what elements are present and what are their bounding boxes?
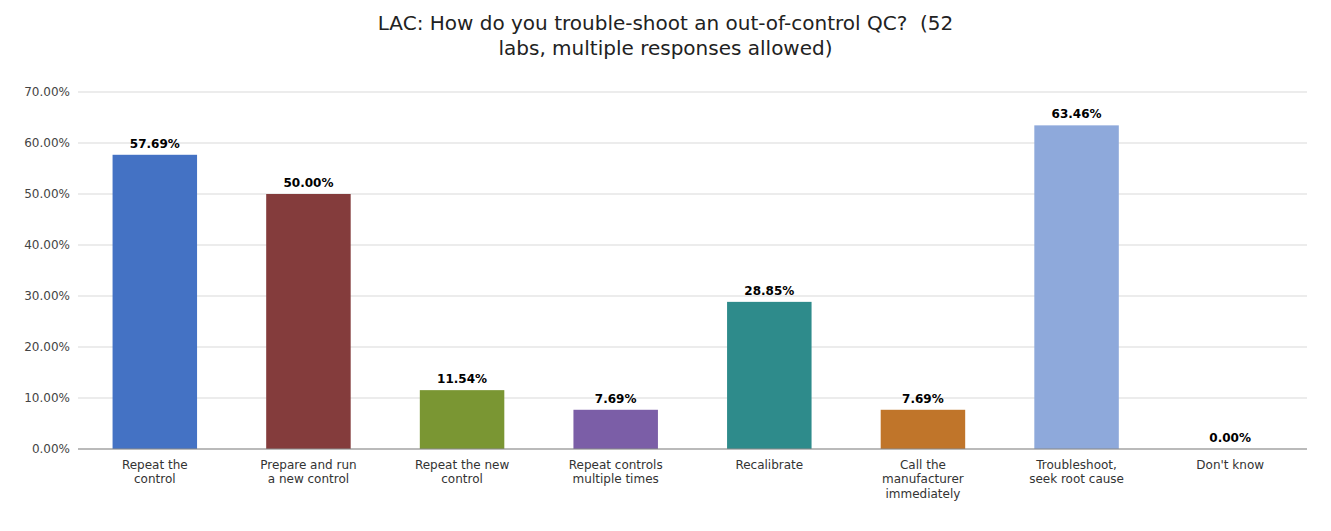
data-label: 50.00% — [283, 176, 333, 190]
bar — [727, 302, 811, 449]
y-tick-label: 50.00% — [24, 187, 70, 201]
grid-line — [78, 245, 1307, 246]
x-tick-label: Repeat thecontrol — [122, 458, 188, 486]
grid — [78, 92, 1307, 449]
bar — [573, 410, 657, 449]
x-axis-line — [78, 449, 1307, 450]
data-label: 57.69% — [130, 137, 180, 151]
x-tick-label-line: control — [134, 472, 176, 486]
x-tick-label: Call themanufacturerimmediately — [882, 458, 964, 501]
x-tick-label-line: control — [441, 472, 483, 486]
bar — [881, 410, 965, 449]
grid-line — [78, 347, 1307, 348]
data-label: 7.69% — [595, 392, 637, 406]
x-tick-label: Troubleshoot,seek root cause — [1029, 458, 1124, 486]
x-tick-label: Repeat the newcontrol — [415, 458, 510, 486]
x-tick-label-line: Troubleshoot, — [1035, 458, 1117, 472]
x-tick-label: Prepare and runa new control — [260, 458, 356, 486]
grid-line — [78, 398, 1307, 399]
bar — [1034, 125, 1118, 449]
bars — [113, 125, 1119, 449]
data-label: 63.46% — [1052, 107, 1102, 121]
data-label: 11.54% — [437, 372, 487, 386]
x-tick-label-line: a new control — [268, 472, 349, 486]
bar — [420, 390, 504, 449]
x-tick-label-line: Recalibrate — [735, 458, 803, 472]
title: LAC: How do you trouble-shoot an out-of-… — [378, 11, 953, 60]
grid-line — [78, 194, 1307, 195]
data-label: 7.69% — [902, 392, 944, 406]
chart-container: LAC: How do you trouble-shoot an out-of-… — [0, 0, 1331, 531]
chart-svg: LAC: How do you trouble-shoot an out-of-… — [0, 0, 1331, 531]
title-line: LAC: How do you trouble-shoot an out-of-… — [378, 11, 953, 35]
title-line: labs, multiple responses allowed) — [498, 36, 832, 60]
x-tick-label: Recalibrate — [735, 458, 803, 472]
data-label: 28.85% — [744, 284, 794, 298]
x-tick-label: Repeat controlsmultiple times — [569, 458, 663, 486]
y-tick-label: 10.00% — [24, 391, 70, 405]
bar — [266, 194, 350, 449]
grid-line — [78, 449, 1307, 450]
x-tick-label-line: Repeat controls — [569, 458, 663, 472]
grid-line — [78, 296, 1307, 297]
x-tick-label-line: Repeat the — [122, 458, 188, 472]
y-tick-label: 70.00% — [24, 85, 70, 99]
x-tick-label: Don't know — [1196, 458, 1264, 472]
y-tick-label: 40.00% — [24, 238, 70, 252]
x-tick-label-line: Repeat the new — [415, 458, 510, 472]
data-label: 0.00% — [1209, 431, 1251, 445]
x-tick-label-line: Don't know — [1196, 458, 1264, 472]
grid-line — [78, 143, 1307, 144]
x-tick-label-line: Prepare and run — [260, 458, 356, 472]
x-tick-label-line: Call the — [900, 458, 946, 472]
x-tick-label-line: seek root cause — [1029, 472, 1124, 486]
grid-line — [78, 92, 1307, 93]
y-tick-label: 30.00% — [24, 289, 70, 303]
y-tick-label: 0.00% — [32, 442, 70, 456]
x-tick-label-line: manufacturer — [882, 472, 964, 486]
x-tick-label-line: immediately — [885, 487, 960, 501]
y-tick-label: 60.00% — [24, 136, 70, 150]
y-tick-label: 20.00% — [24, 340, 70, 354]
bar — [113, 155, 197, 449]
x-tick-label-line: multiple times — [573, 472, 659, 486]
